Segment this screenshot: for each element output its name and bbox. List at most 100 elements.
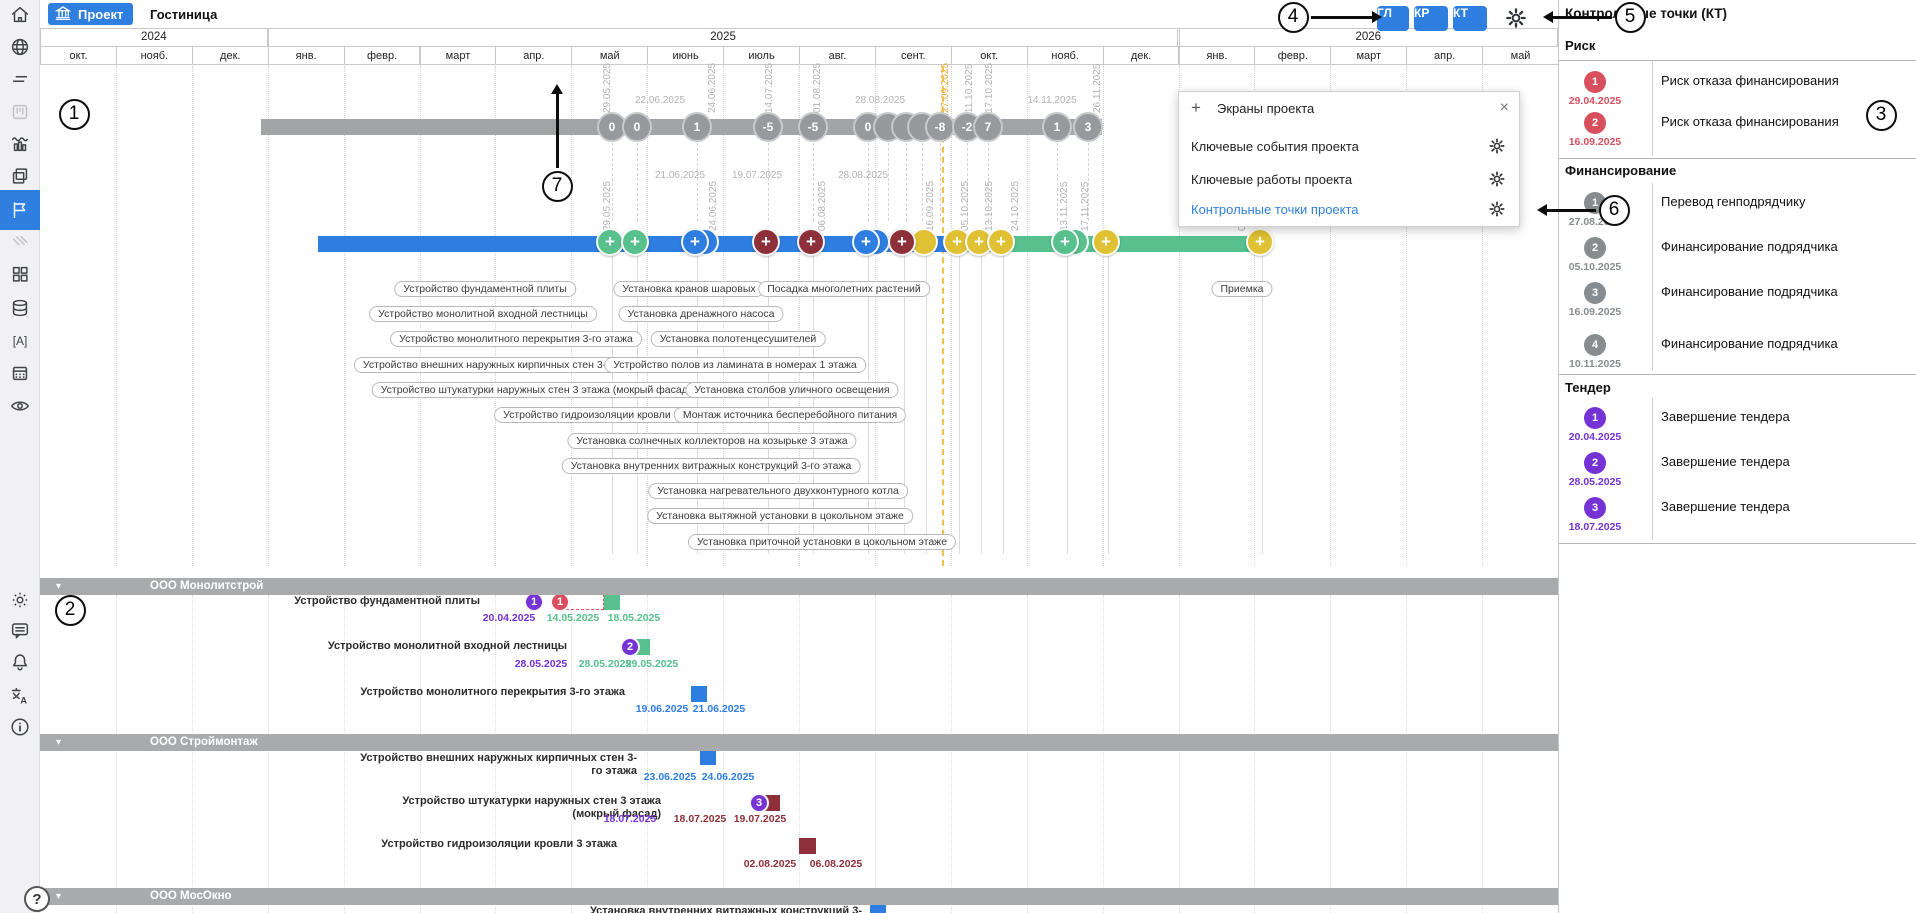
month-cell: нояб. [1026,46,1104,65]
database-icon[interactable] [4,292,36,324]
calendar-icon[interactable] [4,357,36,389]
milestone-list-item[interactable]: 2 16.09.2025 Риск отказа финансирования [1559,109,1916,149]
key-event-circle[interactable]: 1 [1042,112,1072,142]
milestone-list-item[interactable]: 2 05.10.2025 Финансирование подрядчика [1559,234,1916,274]
milestone-text: Завершение тендера [1661,499,1790,514]
task-label[interactable]: Установка кранов шаровых [613,281,765,297]
chevron-down-icon[interactable]: ▾ [56,737,62,748]
task-label[interactable]: Установка нагревательного двухконтурного… [648,483,908,499]
key-event-circle[interactable]: -5 [798,112,828,142]
settings-gear-icon[interactable] [1503,5,1529,36]
milestone-circle[interactable]: + [621,228,649,256]
milestone-circle[interactable] [910,228,938,256]
group-header[interactable]: ▾ ООО МосОкно [40,888,1558,905]
work-bar[interactable] [870,902,886,913]
info-icon[interactable] [4,711,36,743]
task-label[interactable]: Установка внутренних витражных конструкц… [561,458,861,474]
work-date-label: 06.08.2025 [809,858,863,870]
key-event-circle[interactable]: 0 [597,112,627,142]
flag-icon[interactable] [0,190,40,230]
hatch-icon[interactable] [4,226,36,258]
eye-icon[interactable] [4,390,36,422]
work-bar[interactable] [700,749,716,765]
windows-icon[interactable] [4,160,36,192]
milestone-marker-circle[interactable]: 1 [524,592,544,612]
milestone-circle[interactable]: + [596,228,624,256]
milestone-marker-circle[interactable]: 1 [550,592,570,612]
popup-item[interactable]: Контрольные точки проекта [1191,202,1359,217]
task-label[interactable]: Устройство монолитной входной лестницы [369,306,597,322]
milestone-marker-circle[interactable]: 3 [749,793,769,813]
brightness-icon[interactable] [4,584,36,616]
milestone-list-item[interactable]: 1 29.04.2025 Риск отказа финансирования [1559,68,1916,108]
task-label[interactable]: Установка приточной установки в цокольно… [687,534,957,550]
popup-item[interactable]: Ключевые работы проекта [1191,172,1353,187]
gear-icon[interactable] [1487,169,1507,194]
work-bar[interactable] [799,838,816,854]
milestone-date-label: 19.07.2025 [731,170,783,181]
popup-item[interactable]: Ключевые события проекта [1191,139,1359,154]
milestone-circle[interactable]: + [752,228,780,256]
view-button-кр[interactable]: КР [1414,6,1448,31]
key-event-circle[interactable]: -8 [925,112,955,142]
task-label[interactable]: Устройство штукатурки наружных стен 3 эт… [371,382,701,398]
milestone-circle[interactable]: + [888,228,916,256]
gear-icon[interactable] [1487,199,1507,224]
view-button-кт[interactable]: КТ [1453,6,1487,31]
task-label[interactable]: Установка полотенцесушителей [650,331,826,347]
task-label[interactable]: Устройство монолитного перекрытия 3-го э… [390,331,642,347]
key-event-circle[interactable]: 1 [682,112,712,142]
milestone-circle[interactable]: + [1092,228,1120,256]
task-label[interactable]: Устройство гидроизоляции кровли 3 этажа [494,407,720,423]
chevron-down-icon[interactable]: ▾ [56,891,62,902]
milestone-list-item[interactable]: 4 10.11.2025 Финансирование подрядчика [1559,331,1916,371]
task-label[interactable]: Устройство полов из ламината в номерах 1… [604,357,866,373]
globe-icon[interactable] [4,31,36,63]
task-label[interactable]: Установка солнечных коллекторов на козыр… [567,433,857,449]
task-label[interactable]: Монтаж источника бесперебойного питания [673,407,907,423]
task-label[interactable]: Приемка [1211,281,1273,297]
gear-icon[interactable] [1487,136,1507,161]
milestone-list-item[interactable]: 1 20.04.2025 Завершение тендера [1559,404,1916,444]
milestone-circle[interactable]: + [681,228,709,256]
home-icon[interactable] [4,0,36,31]
key-event-circle[interactable]: 7 [973,112,1003,142]
work-bar[interactable] [604,594,620,610]
key-event-circle[interactable]: -5 [753,112,783,142]
kanban-board-icon[interactable] [4,96,36,128]
dashboard-grid-icon[interactable] [4,258,36,290]
group-header[interactable]: ▾ ООО Монолитстрой [40,578,1558,595]
key-event-circle[interactable]: 3 [1073,112,1103,142]
milestone-circle[interactable]: + [987,228,1015,256]
milestone-circle[interactable]: + [852,228,880,256]
sort-lines-icon[interactable] [4,63,36,95]
text-style-icon[interactable]: [A] [4,325,36,357]
project-button[interactable]: Проект [48,3,134,25]
milestone-list-item[interactable]: 3 18.07.2025 Завершение тендера [1559,494,1916,534]
comment-icon[interactable] [4,614,36,646]
key-event-circle[interactable]: 0 [622,112,652,142]
task-label[interactable]: Устройство внешних наружных кирпичных ст… [353,357,657,373]
translate-icon[interactable]: A [4,680,36,712]
task-label[interactable]: Устройство фундаментной плиты [394,281,576,297]
task-label[interactable]: Установка вытяжной установки в цокольном… [647,508,913,524]
month-cell: май [1482,46,1559,65]
milestone-circle[interactable]: + [1246,228,1274,256]
task-label[interactable]: Установка столбов уличного освещения [685,382,899,398]
task-label[interactable]: Установка дренажного насоса [618,306,784,322]
work-bar[interactable] [691,686,707,702]
milestone-circle[interactable]: + [797,228,825,256]
bell-icon[interactable] [4,646,36,678]
milestone-marker-circle[interactable]: 2 [620,637,640,657]
task-label[interactable]: Посадка многолетних растений [758,281,930,297]
view-button-гл[interactable]: ГЛ [1377,6,1409,31]
chevron-down-icon[interactable]: ▾ [56,581,62,592]
milestone-list-item[interactable]: 2 28.05.2025 Завершение тендера [1559,449,1916,489]
milestone-circle[interactable]: + [1051,228,1079,256]
help-button[interactable]: ? [24,886,50,912]
group-header[interactable]: ▾ ООО Строймонтаж [40,734,1558,751]
add-screen-icon[interactable]: + [1191,98,1201,117]
milestone-list-item[interactable]: 3 16.09.2025 Финансирование подрядчика [1559,279,1916,319]
bar-chart-icon[interactable] [4,128,36,160]
close-icon[interactable]: × [1499,99,1509,116]
